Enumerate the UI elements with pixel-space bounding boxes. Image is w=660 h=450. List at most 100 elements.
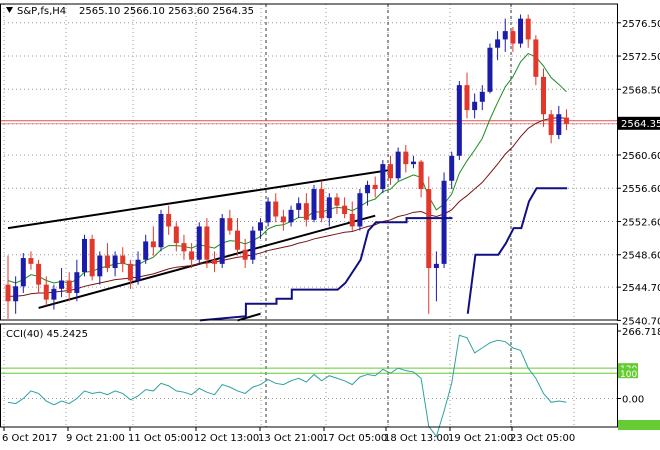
candle-body — [97, 255, 103, 277]
candle-body — [388, 164, 393, 179]
candle-body — [426, 189, 432, 269]
cci-level-tag — [618, 363, 638, 374]
candle-body — [89, 238, 95, 277]
candle-body — [74, 272, 80, 293]
candle-body — [66, 280, 72, 293]
candle-body — [59, 280, 65, 289]
ma-slow-line — [8, 117, 567, 297]
candle-body — [556, 114, 562, 136]
candle-body — [456, 85, 462, 156]
candle-body — [242, 249, 248, 260]
price-tick-label: 2572.50 — [622, 52, 660, 63]
candle-body — [334, 197, 340, 206]
trend-line — [237, 312, 261, 322]
cci-level-tag — [618, 368, 638, 379]
price-tick-label: 2556.60 — [622, 184, 660, 195]
price-tick-label: 2552.60 — [622, 217, 660, 228]
candle-body — [273, 201, 279, 217]
candle-body — [319, 189, 325, 219]
candle-body — [464, 85, 470, 111]
candle-body — [51, 288, 57, 300]
candle-body — [43, 284, 49, 300]
candle-body — [533, 39, 539, 77]
trend-line — [7, 168, 391, 230]
candle-body — [548, 114, 554, 136]
candle-body — [380, 164, 386, 190]
candle-body — [418, 161, 424, 190]
candle-body — [104, 255, 110, 269]
candle-body — [189, 251, 195, 260]
candle-body — [36, 263, 42, 285]
cci-label: CCI(40) 45.2425 — [6, 329, 88, 340]
main-frame — [0, 3, 618, 321]
candle-body — [472, 101, 478, 111]
time-axis: 6 Oct 2017 9 Oct 21:00 11 Oct 05:00 12 Oct … — [2, 427, 575, 444]
time-tick-label: 12 Oct 13:00 — [194, 433, 259, 444]
cci-frame — [0, 323, 618, 428]
price-tick-label: 2568.50 — [622, 85, 660, 96]
candle-body — [143, 241, 149, 260]
candle-body — [28, 258, 34, 264]
candle-body — [518, 18, 524, 44]
candle-body — [82, 238, 87, 273]
time-tick-label: 11 Oct 05:00 — [128, 433, 193, 444]
candle-body — [487, 47, 493, 92]
chart-frames — [0, 3, 618, 428]
candle-body — [441, 180, 447, 264]
time-tick-label: 19 Oct 21:00 — [448, 433, 513, 444]
current-price-box — [618, 116, 660, 130]
candle-body — [326, 197, 332, 219]
candle-body — [311, 189, 317, 220]
candle-body — [479, 91, 485, 102]
candle-body — [181, 243, 187, 252]
triangle-down-icon[interactable] — [6, 7, 13, 13]
candle-body — [357, 193, 363, 227]
price-tick-label: 2548.60 — [622, 251, 660, 262]
candle-body — [257, 222, 263, 231]
candle-body — [525, 18, 531, 40]
time-tick-label: 17 Oct 05:00 — [322, 433, 387, 444]
candle-body — [250, 230, 256, 260]
candle-body — [204, 226, 210, 260]
candle-body — [20, 258, 26, 287]
candle-body — [13, 286, 19, 302]
candle-body — [395, 151, 401, 179]
candle-body — [212, 259, 218, 264]
price-tick-label: 2540.70 — [622, 316, 660, 327]
ohlc-readout: 2565.10 2566.10 2563.60 2564.35 — [79, 6, 254, 17]
candle-body — [563, 117, 569, 124]
candle-body — [158, 213, 164, 248]
candle-body — [150, 241, 156, 248]
cci-level-label: 100 — [620, 370, 637, 380]
candle-body — [410, 161, 416, 165]
candle-body — [196, 226, 202, 260]
symbol-label: S&P,fs,H4 — [17, 6, 66, 17]
candle-body — [433, 263, 439, 269]
cci-line — [7, 334, 567, 438]
candle-body — [135, 259, 141, 281]
candle-body — [112, 255, 118, 269]
current-price-label: 2564.35 — [621, 119, 660, 130]
grid-lines — [0, 4, 617, 427]
candle-body — [173, 226, 179, 244]
candle-body — [227, 218, 233, 231]
candle-body — [342, 205, 348, 214]
stop-line — [199, 187, 568, 322]
time-tick-label: 23 Oct 05:00 — [510, 433, 575, 444]
price-tick-label: 2544.70 — [622, 283, 660, 294]
candlesticks — [5, 14, 569, 319]
cci-tick-label: 0.00 — [622, 395, 644, 406]
candle-body — [303, 203, 309, 220]
stop-line-segment — [466, 187, 568, 314]
candle-body — [219, 218, 225, 264]
candle-body — [541, 76, 546, 115]
candle-body — [449, 155, 455, 181]
cci-tick-label: 266.7182 — [622, 327, 660, 338]
candle-body — [120, 255, 126, 264]
price-axis: 2576.50 2572.50 2568.50 2560.60 2556.60 2552.… — [617, 19, 660, 432]
candle-body — [510, 31, 516, 44]
candle-body — [235, 230, 240, 250]
candle-body — [5, 284, 11, 302]
candle-body — [495, 39, 501, 48]
